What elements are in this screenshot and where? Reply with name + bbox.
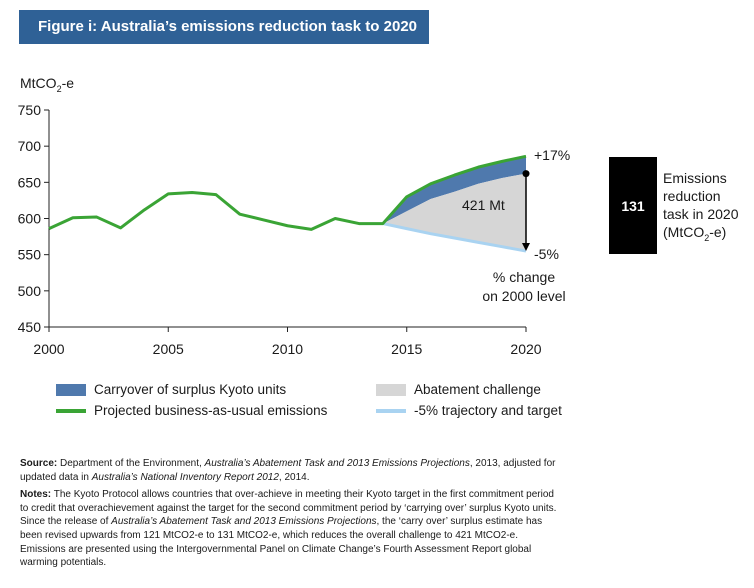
trajectory-line	[382, 222, 527, 253]
abatement-value-label: 421 Mt	[462, 197, 505, 213]
measure-top-dot	[522, 170, 530, 178]
y-tick-label: 550	[18, 247, 42, 263]
callout-text-line: reduction	[663, 188, 721, 204]
legend-label-abatement: Abatement challenge	[414, 382, 541, 397]
legend-label-trajectory: -5% trajectory and target	[414, 403, 562, 418]
legend-label-bau: Projected business-as-usual emissions	[94, 403, 328, 418]
emissions-chart: 450 500 550 600 650 700 750 2000 2005 2010 2015 202…	[18, 75, 739, 357]
x-tick-label: 2005	[153, 341, 184, 357]
legend-item-abatement: Abatement challenge	[376, 382, 541, 397]
x-tick-label: 2020	[510, 341, 541, 357]
legend-label-carryover: Carryover of surplus Kyoto units	[94, 382, 287, 397]
legend-swatch-carryover	[56, 383, 86, 396]
callout-text-line: (MtCO2-e)	[663, 224, 726, 243]
legend-item-trajectory: -5% trajectory and target	[376, 403, 562, 418]
plus-17-label: +17%	[534, 147, 570, 163]
change-label-line2: on 2000 level	[482, 288, 565, 304]
x-tick-label: 2010	[272, 341, 303, 357]
y-tick-label: 650	[18, 174, 42, 190]
x-tick-label: 2000	[33, 341, 64, 357]
x-tick-label: 2015	[391, 341, 422, 357]
legend-item-bau: Projected business-as-usual emissions	[56, 403, 327, 418]
y-tick-label: 450	[18, 319, 42, 335]
legend-item-carryover: Carryover of surplus Kyoto units	[56, 382, 286, 397]
callout-text-line: Emissions	[663, 170, 727, 186]
figure-notes: Source: Department of the Environment, A…	[20, 457, 560, 574]
y-tick-label: 500	[18, 283, 42, 299]
y-tick-label: 750	[18, 102, 42, 118]
callout-value: 131	[621, 198, 645, 214]
y-tick-label: 700	[18, 138, 42, 154]
legend-swatch-bau	[56, 408, 86, 413]
figure-title: Figure i: Australia’s emissions reductio…	[19, 10, 429, 44]
bau-line	[48, 154, 527, 231]
source-note: Source: Department of the Environment, A…	[20, 458, 556, 483]
callout-box	[609, 157, 657, 254]
legend-swatch-abatement	[376, 383, 406, 396]
y-tick-label: 600	[18, 211, 42, 227]
notes-text: Notes: The Kyoto Protocol allows countri…	[20, 489, 557, 569]
callout-text-line: task in 2020	[663, 206, 739, 222]
measure-arrowhead	[522, 243, 530, 252]
legend-swatch-trajectory	[376, 408, 406, 413]
y-axis-label: MtCO2-e	[20, 75, 74, 94]
carryover-band	[382, 156, 526, 224]
abatement-band	[382, 173, 526, 252]
change-label-line1: % change	[493, 269, 555, 285]
minus-5-label: -5%	[534, 246, 559, 262]
